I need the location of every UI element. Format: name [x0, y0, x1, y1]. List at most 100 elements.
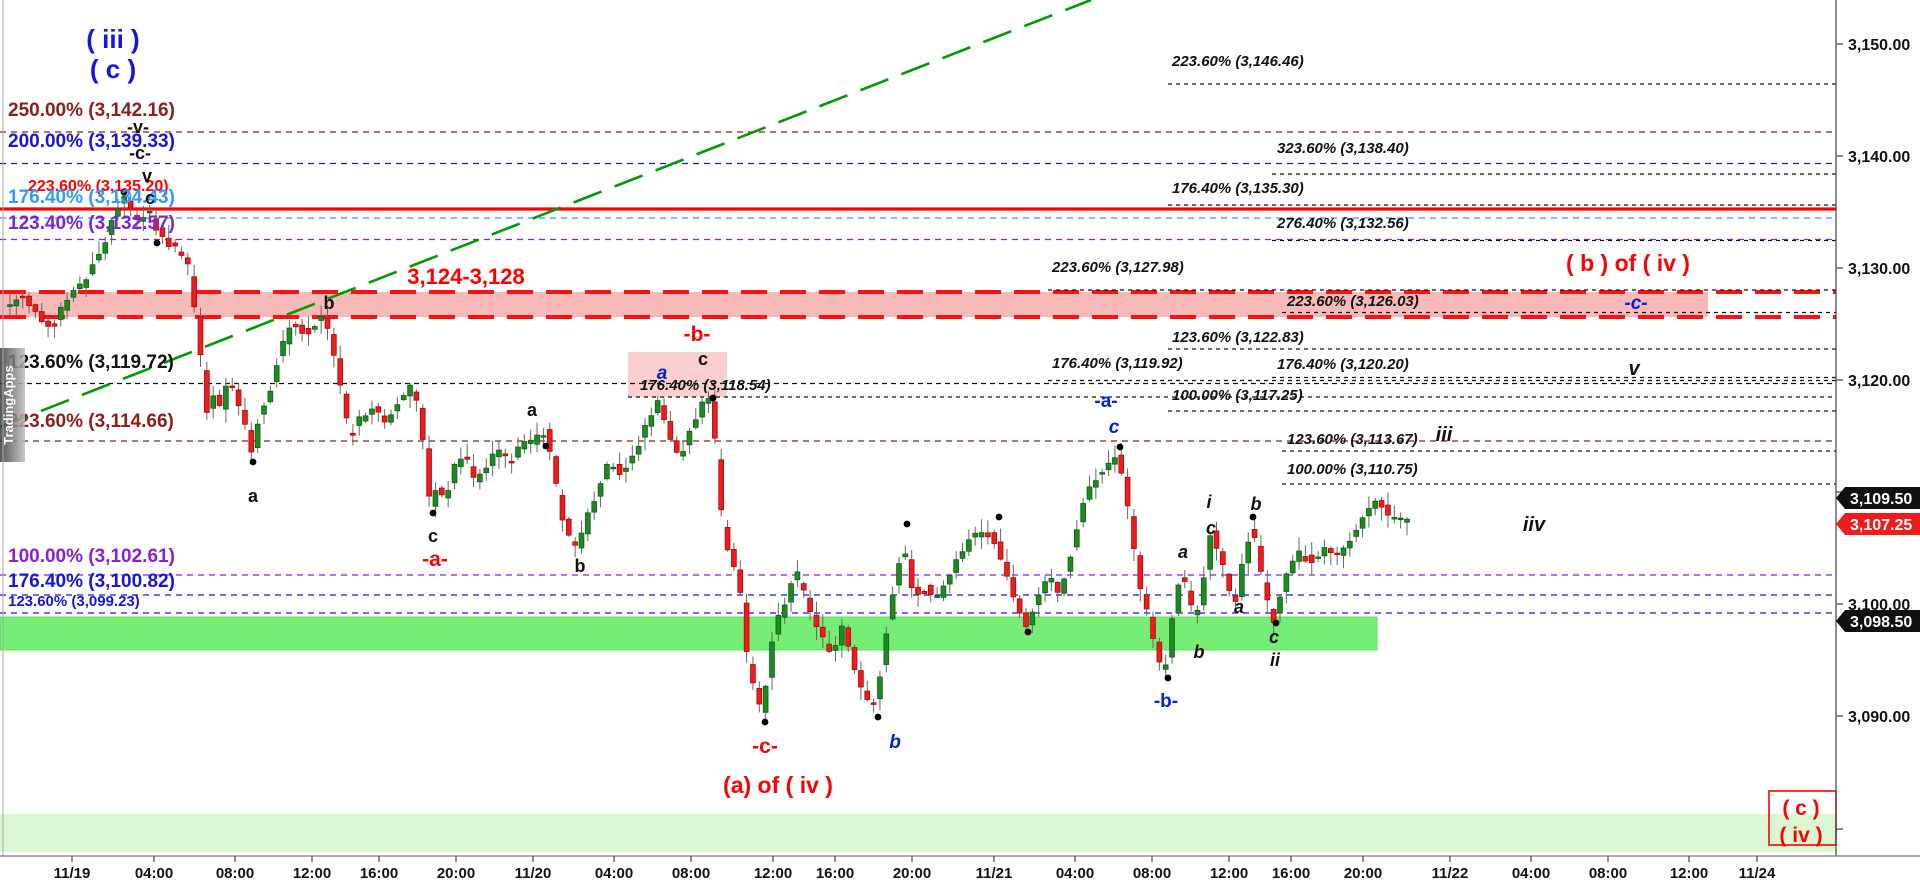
candle-body — [1131, 516, 1137, 549]
candles-layer — [7, 193, 1410, 723]
candle-body — [343, 393, 350, 419]
candle-body — [1385, 504, 1391, 516]
candle-body — [591, 501, 597, 513]
candle-body — [1359, 517, 1366, 529]
candle-body — [1105, 462, 1112, 471]
candle-body — [693, 419, 699, 428]
candle-body — [362, 415, 369, 422]
candle-body — [832, 645, 839, 651]
wave-label: v — [142, 166, 152, 186]
candle-body — [927, 584, 934, 596]
time-axis-label: 08:00 — [672, 865, 710, 881]
candle-body — [1023, 612, 1029, 628]
swing-dot — [542, 442, 550, 450]
candle-body — [1264, 582, 1271, 601]
candle-body — [197, 316, 204, 356]
candle-body — [1397, 517, 1404, 521]
candle-body — [820, 626, 826, 638]
candle-body — [413, 391, 420, 401]
candle-body — [712, 401, 718, 439]
candle-body — [705, 398, 712, 404]
trendline — [0, 0, 1092, 429]
candle-body — [667, 421, 674, 440]
candle-body — [388, 414, 394, 423]
candle-body — [585, 512, 591, 535]
wave-label: -a- — [422, 548, 448, 571]
wave-label: a — [1178, 542, 1188, 562]
candle-body — [889, 594, 896, 620]
candle-body — [629, 455, 636, 464]
candle-body — [223, 385, 229, 410]
candle-body — [1226, 573, 1233, 591]
candle-body — [502, 453, 509, 457]
candle-body — [546, 429, 553, 452]
candle-body — [762, 685, 769, 713]
time-axis-label: 11/21 — [976, 865, 1013, 881]
candle-body — [1016, 598, 1023, 614]
candle-body — [216, 394, 223, 406]
swing-dot — [1272, 619, 1280, 627]
candle-body — [134, 215, 140, 220]
candle-body — [127, 200, 134, 209]
time-axis-label: 12:00 — [1210, 865, 1248, 881]
candle-body — [267, 390, 274, 403]
candle-body — [407, 384, 413, 397]
candle-body — [242, 409, 248, 425]
wave-label: -v- — [127, 117, 149, 137]
wave-label: a — [657, 363, 668, 384]
price-axis-label: 3,090.00 — [1848, 709, 1910, 726]
trendline-layer — [0, 0, 1092, 429]
candle-body — [1029, 611, 1036, 626]
candle-body — [781, 604, 788, 618]
price-badge-value: 3,109.50 — [1850, 491, 1912, 508]
candle-body — [115, 208, 121, 217]
wave-label: -a- — [1094, 391, 1117, 412]
price-badge: 3,109.50 — [1836, 487, 1920, 509]
candle-body — [248, 430, 255, 453]
candle-body — [883, 633, 890, 665]
candle-body — [635, 446, 642, 455]
candle-body — [559, 495, 566, 521]
candle-body — [1194, 609, 1201, 616]
zones-layer — [0, 290, 1836, 852]
candle-body — [934, 595, 940, 598]
time-axis-label: 20:00 — [1344, 865, 1382, 881]
fib-label-right: 223.60% (3,127.98) — [1051, 259, 1184, 276]
candle-body — [26, 295, 32, 307]
candle-body — [1245, 541, 1252, 564]
swing-dot — [903, 520, 911, 528]
fib-label-right: 100.00% (3,110.75) — [1287, 461, 1418, 478]
candle-body — [1086, 486, 1093, 500]
candle-body — [578, 532, 585, 549]
price-badge-shape — [1836, 513, 1920, 535]
fib-label-left: 100.00% (3,102.61) — [8, 546, 175, 567]
candle-body — [870, 702, 877, 705]
time-axis-label: 12:00 — [1670, 865, 1708, 881]
candle-body — [19, 295, 26, 299]
candle-body — [1296, 550, 1302, 562]
support-zone — [0, 616, 1378, 651]
time-axis-label: 11/24 — [1739, 865, 1776, 881]
candle-body — [1251, 529, 1258, 538]
candle-body — [1118, 454, 1125, 474]
fib-label-right: 176.40% (3,120.20) — [1277, 356, 1409, 373]
candle-body — [737, 569, 744, 593]
candle-body — [318, 316, 324, 321]
candle-body — [718, 459, 724, 511]
candle-body — [51, 323, 58, 327]
candle-body — [1207, 535, 1213, 570]
candle-body — [1232, 595, 1239, 602]
candle-body — [661, 405, 667, 421]
wave-label: c — [1109, 417, 1120, 438]
wave-label: b — [889, 732, 901, 753]
candle-body — [496, 449, 502, 458]
candle-body — [604, 464, 610, 480]
candle-body — [1143, 594, 1150, 610]
candle-body — [515, 446, 521, 458]
time-axis-label: 08:00 — [1589, 865, 1627, 881]
candle-body — [997, 541, 1004, 560]
watermark-box — [0, 348, 25, 462]
candle-body — [1124, 476, 1131, 507]
candle-body — [254, 423, 261, 448]
